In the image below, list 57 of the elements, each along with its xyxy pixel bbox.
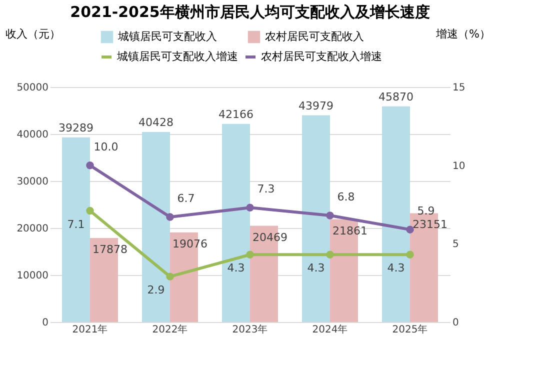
- y-tick-label: 0: [42, 318, 48, 328]
- point: [166, 213, 174, 221]
- y2-tick-label: 0: [452, 318, 459, 328]
- data-label: 7.3: [257, 182, 275, 196]
- data-label: 4.3: [227, 262, 245, 275]
- point: [166, 272, 174, 280]
- data-label: 4.3: [307, 262, 325, 275]
- legend-label: 农村居民可支配收入: [265, 30, 364, 43]
- point: [406, 250, 414, 258]
- x-tick-label: 2022年: [152, 324, 188, 336]
- y-tick-label: 50000: [16, 82, 48, 94]
- point: [406, 226, 414, 234]
- data-label: 10.0: [94, 140, 118, 154]
- legend-label: 农村居民可支配收入增速: [261, 50, 382, 63]
- point: [246, 204, 254, 212]
- x-tick-label: 2024年: [312, 324, 348, 336]
- y-tick-label: 20000: [16, 224, 48, 234]
- data-label: 19076: [172, 237, 208, 250]
- chart-title: 2021-2025年横州市居民人均可支配收入及增长速度: [70, 3, 430, 21]
- y-tick-label: 40000: [16, 130, 48, 140]
- data-label: 23151: [412, 218, 448, 232]
- x-tick-label: 2025年: [392, 324, 428, 336]
- point: [86, 161, 94, 170]
- data-label: 6.8: [337, 190, 355, 204]
- data-label: 5.9: [417, 204, 435, 218]
- data-label: 20469: [252, 230, 288, 244]
- data-label: 6.7: [177, 192, 195, 206]
- data-label: 21861: [332, 224, 368, 238]
- bar: [382, 106, 410, 322]
- bar: [142, 132, 170, 322]
- bar: [302, 115, 330, 322]
- x-tick-label: 2023年: [232, 324, 268, 336]
- legend-label: 城镇居民可支配收入增速: [116, 50, 238, 63]
- data-label: 7.1: [67, 218, 85, 231]
- data-label: 45870: [378, 90, 414, 104]
- y2-tick-label: 15: [452, 82, 466, 94]
- point: [86, 206, 94, 215]
- data-label: 40428: [138, 116, 174, 129]
- y2-axis-title: 增速（%）: [435, 28, 490, 40]
- bar: [222, 124, 250, 322]
- point: [326, 250, 334, 258]
- legend-label: 城镇居民可支配收入: [117, 30, 217, 43]
- data-label: 17878: [92, 242, 128, 256]
- data-label: 39289: [58, 121, 94, 134]
- bar: [62, 137, 90, 322]
- y-axis-title: 收入（元）: [6, 28, 60, 40]
- y-tick-label: 10000: [16, 270, 48, 282]
- data-label: 43979: [298, 99, 334, 112]
- point: [326, 212, 334, 220]
- y2-tick-label: 10: [452, 160, 466, 172]
- data-label: 42166: [218, 108, 254, 121]
- x-tick-label: 2021年: [72, 324, 108, 336]
- y2-tick-label: 5: [452, 239, 459, 250]
- data-label: 4.3: [387, 262, 405, 275]
- y-tick-label: 30000: [16, 176, 48, 188]
- data-label: 2.9: [147, 284, 165, 297]
- point: [246, 250, 254, 258]
